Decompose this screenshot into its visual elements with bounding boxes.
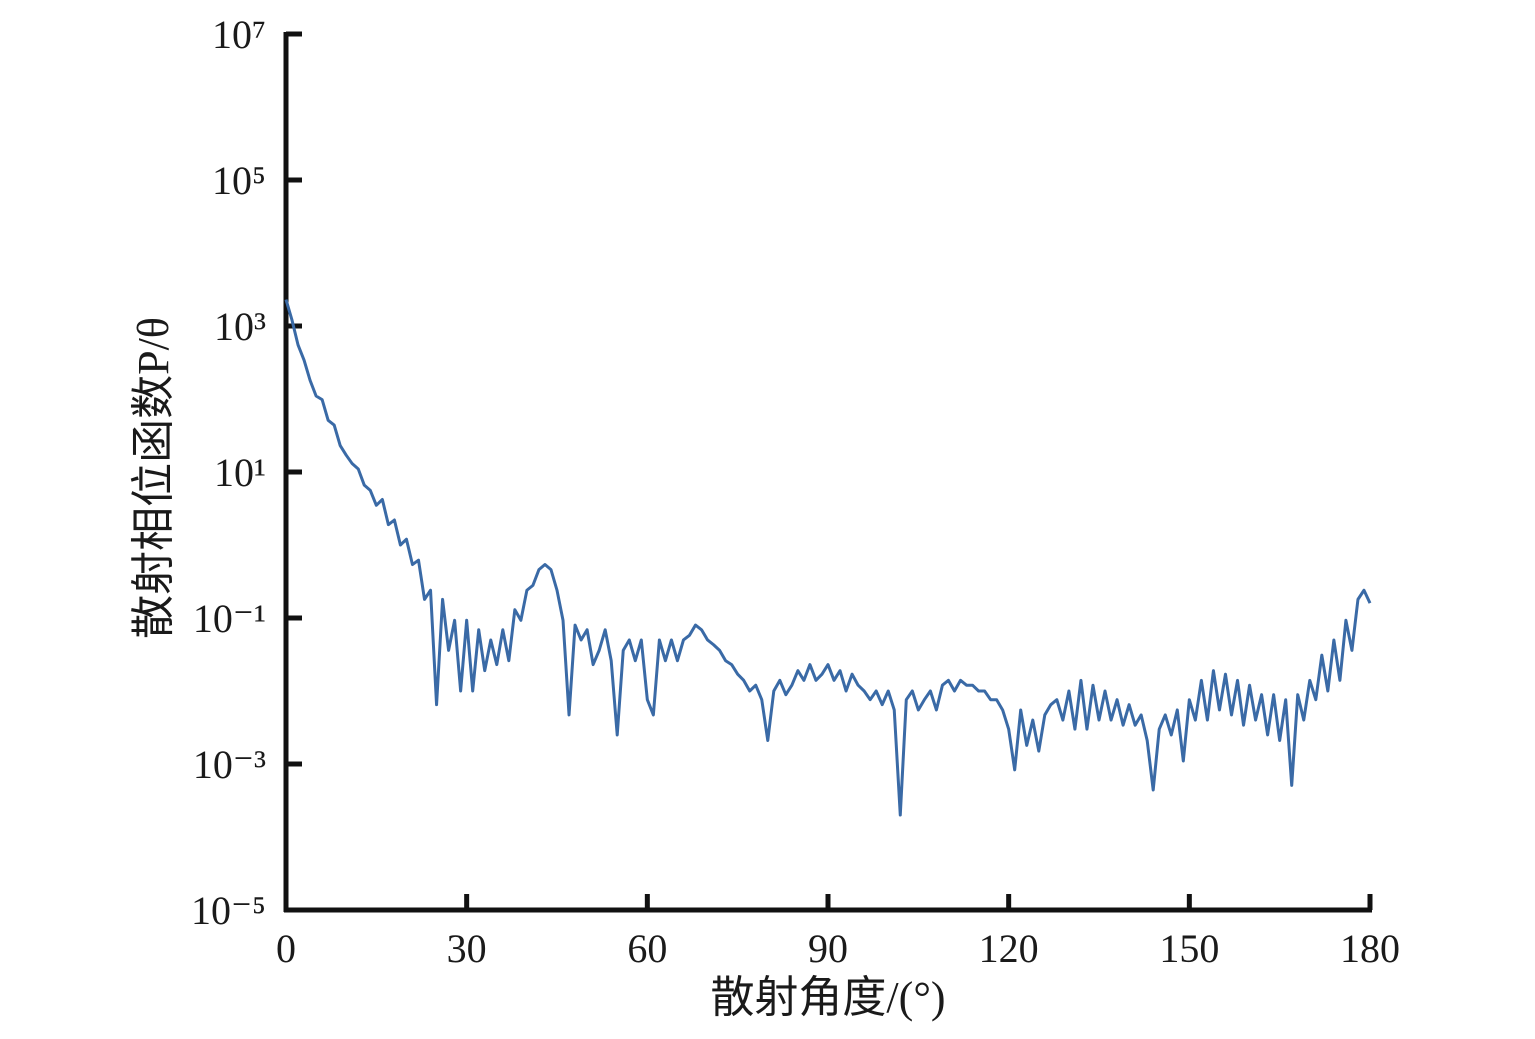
data-line bbox=[284, 299, 1372, 817]
y-axis-label: 散射相位函数P/θ bbox=[129, 317, 178, 639]
x-axis-label: 散射角度/(°) bbox=[710, 973, 945, 1022]
y-tick-label: 10⁻¹ bbox=[193, 596, 266, 641]
x-tick-label: 180 bbox=[1340, 926, 1400, 971]
x-tick-label: 150 bbox=[1159, 926, 1219, 971]
x-tick-label: 90 bbox=[808, 926, 848, 971]
x-tick-label: 0 bbox=[276, 926, 296, 971]
y-tick-label: 10⁻³ bbox=[193, 742, 266, 787]
y-tick-label: 10¹ bbox=[214, 450, 266, 495]
y-tick-label: 10³ bbox=[214, 304, 266, 349]
x-tick-label: 60 bbox=[627, 926, 667, 971]
y-tick-label: 10⁷ bbox=[212, 12, 266, 57]
x-tick-label: 30 bbox=[447, 926, 487, 971]
y-tick-label: 10⁻⁵ bbox=[191, 888, 266, 933]
y-tick-label: 10⁵ bbox=[212, 158, 266, 203]
x-tick-label: 120 bbox=[979, 926, 1039, 971]
